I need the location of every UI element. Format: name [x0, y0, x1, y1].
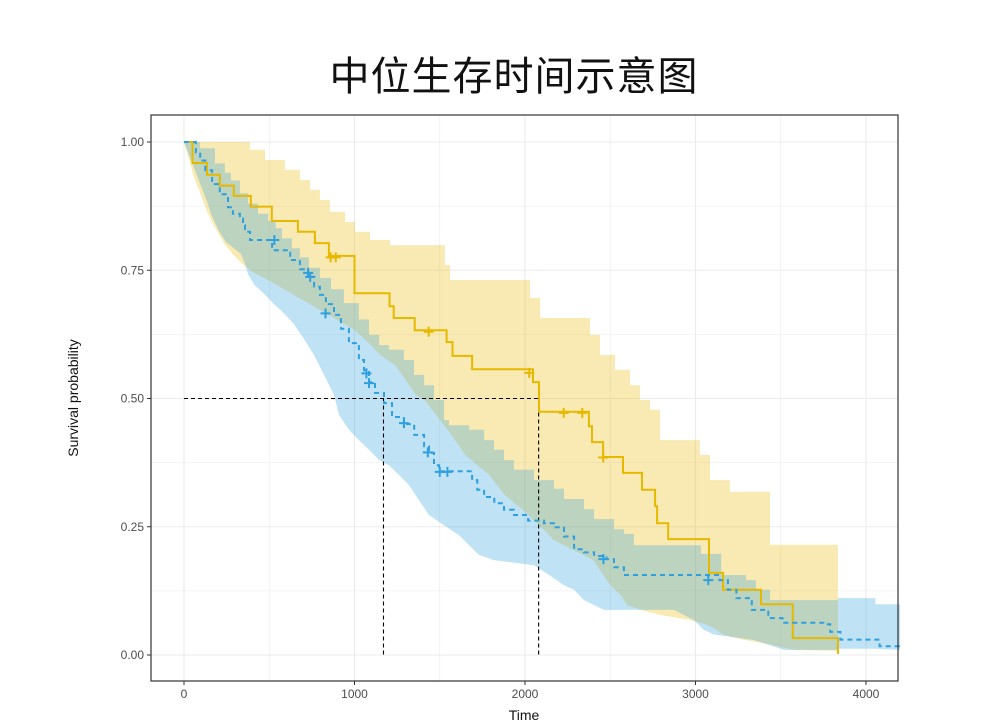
group-2-censor-mark	[361, 368, 372, 379]
group-1-censor-mark	[524, 367, 535, 378]
group-2-censor-mark	[703, 575, 714, 586]
group-2-censor-mark	[598, 554, 609, 565]
y-tick-label: 0.75	[121, 263, 145, 277]
y-axis-title: Survival probability	[65, 339, 81, 457]
gridlines	[151, 115, 898, 681]
x-tick-label: 2000	[512, 687, 539, 701]
confidence-bands	[184, 142, 901, 651]
group-1-survival-curve	[184, 141, 839, 654]
group-2-censor-mark	[269, 234, 280, 245]
median-lines	[184, 397, 540, 655]
group-1-censor-mark	[558, 407, 569, 418]
y-tick-label: 0.50	[121, 392, 145, 406]
group-2-survival-curve	[184, 141, 902, 649]
group-2-censor-mark	[422, 447, 433, 458]
group-2-censor-mark	[398, 418, 409, 429]
x-axis: 0 1000 2000 3000 4000	[181, 681, 880, 701]
survival-curves	[184, 141, 902, 654]
group-2-confidence-band	[184, 142, 901, 650]
x-axis-title: Time	[509, 707, 540, 723]
x-tick-label: 0	[181, 687, 188, 701]
y-axis: 0.00 0.25 0.50 0.75 1.00	[121, 135, 151, 662]
group-1-censor-mark	[423, 326, 434, 337]
y-tick-label: 0.25	[121, 520, 145, 534]
y-tick-label: 1.00	[121, 135, 145, 149]
group-2-censor-mark	[305, 271, 316, 282]
group-1-confidence-band	[184, 142, 838, 651]
group-1-censor-mark	[598, 452, 609, 463]
group-2-censor-mark	[363, 378, 374, 389]
x-tick-label: 3000	[682, 687, 709, 701]
group-1-censor-mark	[577, 407, 588, 418]
x-tick-label: 1000	[341, 687, 368, 701]
group-2-censor-mark	[320, 308, 331, 319]
group-1-censor-mark	[330, 252, 341, 263]
y-tick-label: 0.00	[121, 648, 145, 662]
group-2-censor-mark	[442, 466, 453, 477]
chart-title: 中位生存时间示意图	[329, 54, 699, 100]
censor-marks	[269, 234, 714, 586]
x-tick-label: 4000	[853, 687, 880, 701]
